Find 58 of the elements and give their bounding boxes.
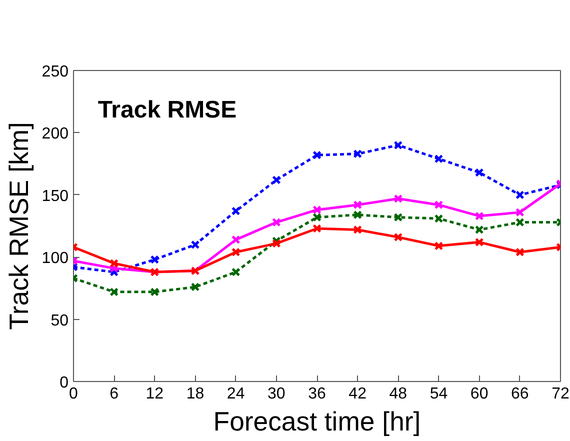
x-tick-label: 66 xyxy=(511,386,529,402)
point xyxy=(474,238,484,247)
point xyxy=(353,225,362,234)
point xyxy=(515,218,524,227)
point xyxy=(110,288,119,296)
point xyxy=(312,205,322,214)
x-tick-label: 6 xyxy=(110,386,119,402)
x-tick-label: 36 xyxy=(308,386,326,402)
point xyxy=(394,232,403,242)
point xyxy=(434,200,444,210)
point xyxy=(231,268,240,276)
y-tick-label: 150 xyxy=(42,188,69,205)
y-tick-label: 0 xyxy=(60,374,69,392)
point xyxy=(394,194,403,204)
y-tick-label: 200 xyxy=(42,126,69,143)
point xyxy=(474,168,484,177)
point xyxy=(515,248,524,257)
point xyxy=(515,190,524,200)
x-tick-label: 12 xyxy=(146,386,164,402)
x-tick-label: 24 xyxy=(226,386,245,402)
point xyxy=(231,206,240,216)
point xyxy=(353,149,362,158)
point xyxy=(272,176,281,184)
y-tick-label: 250 xyxy=(42,64,69,80)
point xyxy=(312,212,322,222)
point xyxy=(150,255,160,264)
y-tick-label: 50 xyxy=(50,312,69,330)
point xyxy=(434,241,444,250)
point xyxy=(434,214,444,223)
point xyxy=(312,150,322,160)
x-tick-label: 18 xyxy=(186,386,204,402)
x-axis-title: Forecast time [hr] xyxy=(213,406,421,436)
x-tick-label: 48 xyxy=(389,386,408,402)
point xyxy=(434,154,444,164)
point xyxy=(231,235,240,244)
text: Track RMSE xyxy=(98,96,237,124)
point xyxy=(515,208,524,217)
point xyxy=(394,212,403,222)
point xyxy=(190,282,200,292)
point xyxy=(394,140,403,150)
point xyxy=(150,288,160,296)
point xyxy=(474,225,484,234)
x-tick-label: 72 xyxy=(552,386,570,402)
point xyxy=(190,240,200,250)
point xyxy=(272,218,281,227)
point xyxy=(353,210,362,220)
y-axis-title: Track RMSE [km] xyxy=(4,122,34,330)
x-tick-label: 42 xyxy=(348,386,367,402)
point xyxy=(312,224,322,233)
y-tick-label: 100 xyxy=(42,250,69,268)
x-tick-label: 60 xyxy=(470,386,488,402)
x-tick-label: 54 xyxy=(430,386,448,402)
point xyxy=(353,200,362,210)
point xyxy=(231,248,240,257)
point xyxy=(474,212,484,220)
point xyxy=(110,258,119,268)
point xyxy=(272,238,281,248)
x-tick-label: 30 xyxy=(268,386,286,402)
